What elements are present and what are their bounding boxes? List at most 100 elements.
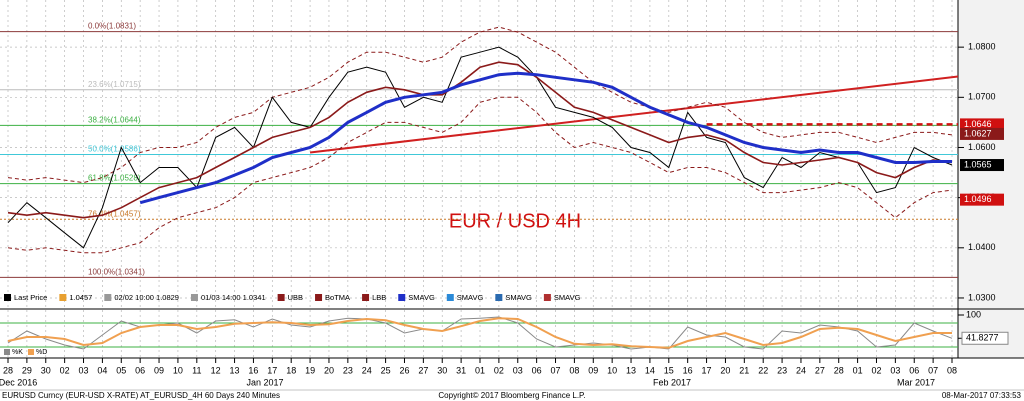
x-tick-label: 16 bbox=[683, 365, 693, 375]
legend-label: 01/03 14:00 1.0341 bbox=[201, 293, 266, 302]
x-tick-label: 16 bbox=[248, 365, 258, 375]
price-line bbox=[7, 96, 953, 254]
osc-legend-label: %K bbox=[12, 349, 23, 356]
legend-label: SMAVG bbox=[457, 293, 484, 302]
x-tick-label: 27 bbox=[418, 365, 428, 375]
footer-center: Copyright© 2017 Bloomberg Finance L.P. bbox=[438, 391, 585, 400]
legend-label: 02/02 10:00 1.0829 bbox=[114, 293, 179, 302]
price-tag-label: 1.0565 bbox=[964, 159, 992, 169]
x-tick-label: 10 bbox=[607, 365, 617, 375]
osc-tag bbox=[961, 331, 1009, 345]
x-tick-label: 10 bbox=[173, 365, 183, 375]
legend-swatch bbox=[59, 294, 67, 301]
footer-left: EURUSD Curncy (EUR-USD X-RATE) AT_EURUSD… bbox=[2, 391, 280, 400]
price-tag bbox=[960, 127, 1004, 140]
x-tick-label: 01 bbox=[853, 365, 863, 375]
legend-label: LBB bbox=[372, 293, 386, 302]
x-tick-label: 12 bbox=[211, 365, 221, 375]
osc-tick-label: 100 bbox=[966, 309, 981, 319]
x-tick-label: 06 bbox=[532, 365, 542, 375]
legend-label: 1.0457 bbox=[69, 293, 92, 302]
x-tick-label: 15 bbox=[664, 365, 674, 375]
legend-swatch bbox=[4, 294, 11, 301]
x-tick-label: 14 bbox=[645, 365, 655, 375]
x-tick-label: 11 bbox=[192, 365, 201, 375]
fib-label: 0.0%(1.0831) bbox=[88, 22, 136, 31]
x-tick-label: 08 bbox=[947, 365, 957, 375]
x-tick-label: 02 bbox=[60, 365, 70, 375]
x-tick-label: 29 bbox=[22, 365, 32, 375]
fib-label: 100.0%(1.0341) bbox=[88, 268, 145, 277]
legend-label: BoTMA bbox=[325, 293, 350, 302]
legend-swatch bbox=[446, 294, 454, 301]
x-tick-label: 07 bbox=[551, 365, 561, 375]
fib-label: 76.4%(1.0457) bbox=[88, 209, 141, 218]
footer-right: 08-Mar-2017 07:33:53 bbox=[942, 391, 1022, 400]
x-tick-label: 24 bbox=[796, 365, 806, 375]
legend-swatch bbox=[190, 294, 198, 301]
price-tag-label: 1.0627 bbox=[964, 128, 992, 138]
right-axis-bg bbox=[958, 0, 1024, 358]
x-tick-label: 03 bbox=[79, 365, 89, 375]
x-tick-label: 23 bbox=[343, 365, 353, 375]
x-tick-label: 30 bbox=[437, 365, 447, 375]
x-tick-label: 13 bbox=[626, 365, 636, 375]
price-tag bbox=[960, 159, 1004, 172]
osc-legend-swatch bbox=[28, 349, 34, 355]
x-tick-label: 09 bbox=[588, 365, 598, 375]
month-label: Feb 2017 bbox=[653, 377, 691, 387]
x-tick-label: 28 bbox=[3, 365, 13, 375]
osc-line bbox=[7, 317, 952, 349]
x-tick-label: 07 bbox=[928, 365, 938, 375]
legend-label: SMAVG bbox=[554, 293, 581, 302]
x-tick-label: 19 bbox=[305, 365, 315, 375]
legend-label: Last Price bbox=[14, 293, 47, 302]
x-tick-label: 24 bbox=[362, 365, 372, 375]
x-tick-label: 17 bbox=[702, 365, 712, 375]
x-tick-label: 26 bbox=[399, 365, 409, 375]
y-tick-label: 1.0700 bbox=[968, 92, 996, 102]
x-tick-label: 08 bbox=[569, 365, 579, 375]
y-tick-label: 1.0400 bbox=[968, 242, 996, 252]
x-tick-label: 31 bbox=[456, 365, 466, 375]
x-tick-label: 02 bbox=[871, 365, 881, 375]
month-label: Jan 2017 bbox=[246, 377, 283, 387]
osc-legend-label: %D bbox=[36, 349, 47, 356]
annotation: EUR / USD 4H bbox=[449, 210, 581, 232]
x-tick-label: 21 bbox=[739, 365, 749, 375]
x-tick-label: 04 bbox=[97, 365, 107, 375]
legend-label: SMAVG bbox=[505, 293, 532, 302]
legend-swatch bbox=[495, 294, 503, 301]
x-tick-label: 27 bbox=[815, 365, 825, 375]
legend-label: UBB bbox=[288, 293, 303, 302]
y-tick-label: 1.0600 bbox=[968, 142, 996, 152]
x-tick-label: 20 bbox=[720, 365, 730, 375]
x-tick-label: 23 bbox=[777, 365, 787, 375]
x-tick-label: 22 bbox=[758, 365, 768, 375]
price-line bbox=[7, 61, 953, 219]
x-tick-label: 13 bbox=[230, 365, 240, 375]
month-label: Dec 2016 bbox=[0, 377, 37, 387]
price-tag bbox=[960, 193, 1004, 206]
x-tick-label: 06 bbox=[135, 365, 145, 375]
fib-label: 50.0%(1.0586) bbox=[88, 145, 141, 154]
fib-label: 23.6%(1.0715) bbox=[88, 80, 141, 89]
fib-label: 61.8%(1.0528) bbox=[88, 174, 141, 183]
x-tick-label: 01 bbox=[475, 365, 485, 375]
legend-swatch bbox=[362, 294, 370, 301]
price-line bbox=[139, 71, 952, 205]
price-tag-label: 1.0646 bbox=[964, 119, 992, 129]
legend-swatch bbox=[104, 294, 112, 301]
legend-swatch bbox=[277, 294, 285, 301]
osc-legend-swatch bbox=[4, 349, 10, 355]
trendline bbox=[309, 75, 959, 154]
x-tick-label: 05 bbox=[116, 365, 126, 375]
osc-tick-label: 41.8277 bbox=[966, 333, 999, 343]
x-tick-label: 17 bbox=[267, 365, 277, 375]
price-tag-label: 1.0496 bbox=[964, 194, 992, 204]
x-tick-label: 03 bbox=[513, 365, 523, 375]
legend-label: SMAVG bbox=[408, 293, 435, 302]
x-tick-label: 30 bbox=[41, 365, 51, 375]
